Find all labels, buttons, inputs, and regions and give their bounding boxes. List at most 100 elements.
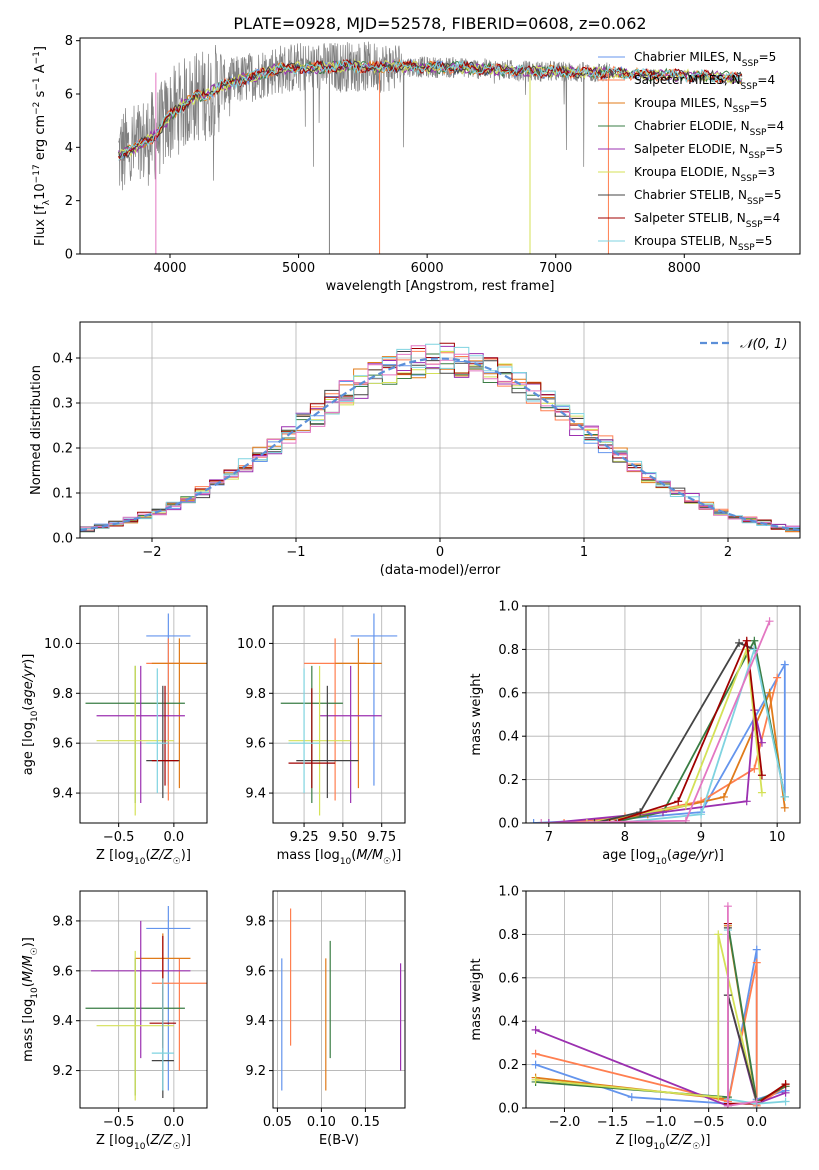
- x-tick-label: −2.0: [549, 1115, 581, 1130]
- label-part: −2: [32, 102, 42, 115]
- label-part: mass weight: [469, 673, 484, 755]
- weight-marker: [757, 738, 766, 747]
- label-part: Z/Z: [669, 1133, 693, 1148]
- residual-histogram-10: [80, 345, 800, 528]
- weight-marker: [780, 660, 789, 669]
- label-part: age/yr: [21, 662, 36, 705]
- label-part: SSP: [742, 59, 759, 69]
- y-tick-label: 8: [65, 34, 73, 49]
- label-part: =3: [757, 165, 775, 179]
- weight-marker: [531, 1075, 540, 1084]
- y-tick-label: 0.6: [498, 971, 519, 986]
- weight-marker: [750, 764, 759, 773]
- label-part: Flux [f: [33, 205, 48, 246]
- y-axis-label: mass [log10(M/M☉)]: [21, 937, 40, 1062]
- label-part: =4: [766, 119, 784, 133]
- label-part: Chabrier MILES, N: [634, 50, 742, 64]
- weight-marker: [582, 819, 591, 823]
- axes-frame: [79, 890, 208, 1109]
- x-tick-label: −1.5: [597, 1115, 629, 1130]
- mass-vs-Z-panel: −0.5 0.09.29.49.69.8Z [log10(Z/Z☉)]mass […: [21, 890, 208, 1152]
- label-part: =5: [755, 234, 773, 248]
- y-tick-label: 9.4: [52, 1014, 73, 1029]
- x-axis-label: (data-model)/error: [380, 563, 501, 578]
- x-tick-label: 9.75: [367, 830, 396, 845]
- x-tick-label: −0.5: [103, 1115, 135, 1130]
- label-part: λ: [42, 199, 52, 205]
- label-part: (: [667, 848, 672, 863]
- weight-marker: [735, 638, 744, 647]
- label-part: SSP: [738, 243, 755, 253]
- label-part: M/M: [21, 955, 36, 982]
- x-tick-label: 5000: [282, 261, 315, 276]
- weight-marker: [723, 902, 732, 911]
- x-tick-label: 7000: [539, 261, 572, 276]
- weight-series-1: [535, 949, 786, 1105]
- label-part: Kroupa MILES, N: [634, 96, 733, 110]
- x-tick-label: 7: [545, 830, 553, 845]
- gaussian-reference: [80, 357, 800, 532]
- weight-marker: [752, 945, 761, 954]
- x-tick-label: 4000: [153, 261, 186, 276]
- weight-marker: [627, 1093, 636, 1102]
- weight-marker: [750, 636, 759, 645]
- weight-marker: [681, 801, 690, 810]
- label-part: SSP: [746, 220, 763, 230]
- legend-label-1: Chabrier MILES, NSSP=5: [634, 50, 776, 69]
- weight-marker: [773, 673, 782, 682]
- y-tick-label: 0.2: [498, 1058, 519, 1073]
- legend-label-8: Salpeter STELIB, NSSP=4: [634, 211, 780, 230]
- y-tick-label: 0.4: [498, 730, 519, 745]
- residuals-plot: [80, 342, 800, 533]
- weight-series-7: [594, 641, 755, 823]
- weight-marker: [590, 819, 599, 823]
- label-part: =5: [759, 50, 777, 64]
- label-part: Salpeter MILES, N: [634, 73, 741, 87]
- y-tick-label: 9.2: [245, 1064, 266, 1079]
- label-part: mass weight: [469, 958, 484, 1040]
- label-part: 10: [340, 857, 352, 867]
- x-tick-label: 0.15: [351, 1115, 380, 1130]
- label-part: )]: [181, 1133, 191, 1148]
- weight-series-8: [609, 637, 763, 823]
- x-axis-label: E(B-V): [319, 1133, 359, 1148]
- weight-marker: [544, 819, 553, 823]
- weight-marker: [529, 819, 538, 823]
- mass-vs-ebv-panel: 0.05 0.10 0.15 9.2 9.4 9.6 9.8 E(B-V): [245, 890, 406, 1148]
- weight-marker: [531, 1060, 540, 1069]
- label-part: =4: [763, 211, 781, 225]
- x-tick-label: −2: [142, 545, 161, 560]
- x-tick-label: 0.0: [164, 1115, 185, 1130]
- x-axis-label: wavelength [Angstrom, rest frame]: [326, 279, 555, 294]
- label-part: =5: [765, 142, 783, 156]
- y-tick-label: 6: [65, 88, 73, 103]
- label-part: Chabrier STELIB, N: [634, 188, 747, 202]
- axes-frame: [79, 321, 801, 539]
- weight-marker: [742, 636, 751, 645]
- x-tick-label: 10: [769, 830, 786, 845]
- legend-label-5: Salpeter ELODIE, NSSP=5: [634, 142, 783, 161]
- label-part: ]: [33, 46, 48, 51]
- y-tick-label: 0.1: [52, 487, 73, 502]
- label-part: A: [33, 64, 48, 77]
- y-tick-label: 9.6: [245, 737, 266, 752]
- x-tick-label: −1: [286, 545, 305, 560]
- label-part: ☉: [692, 1142, 700, 1152]
- label-part: age/yr: [672, 848, 715, 863]
- y-tick-label: 9.8: [245, 914, 266, 929]
- age-vs-mass-panel: 9.25 9.50 9.75 9.4 9.6 9.8 10.0 mass [log10(M/M…: [237, 605, 406, 867]
- label-part: )]: [714, 848, 724, 863]
- weight-vs-age-plot: [529, 617, 789, 823]
- y-tick-label: 0.8: [498, 928, 519, 943]
- label-part: Z/Z: [150, 1133, 174, 1148]
- label-part: =4: [757, 73, 775, 87]
- y-tick-label: 9.8: [245, 687, 266, 702]
- weight-marker: [613, 819, 622, 823]
- weight-vs-Z-panel: −2.0 −1.5 −1.0 −0.5 0.0 0.0 0.2 0.4 0.6 0.8 1.0 Z […: [469, 885, 801, 1152]
- weight-marker: [765, 617, 774, 626]
- label-part: Z [log: [616, 1133, 654, 1148]
- label-part: Salpeter ELODIE, N: [634, 142, 748, 156]
- weight-marker: [752, 958, 761, 967]
- label-part: SSP: [741, 174, 758, 184]
